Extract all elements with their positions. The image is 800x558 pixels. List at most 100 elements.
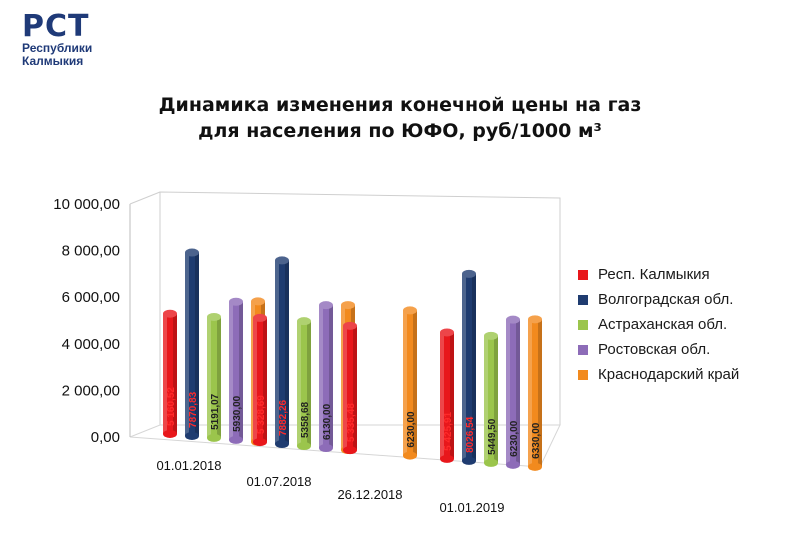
legend-label: Респ. Калмыкия [598, 266, 710, 283]
legend-label: Астраханская обл. [598, 316, 728, 333]
y-tick-label: 4 000,00 [62, 336, 120, 353]
bar-top-cap [253, 313, 267, 322]
bar-highlight [253, 317, 257, 443]
bar-top-cap [275, 256, 289, 265]
legend-label: Волгоградская обл. [598, 291, 734, 308]
bar-highlight [275, 260, 279, 445]
data-label: 5930,00 [232, 395, 243, 432]
bar-highlight [185, 252, 189, 436]
chart-legend: Респ. Калмыкия Волгоградская обл. Астрахан… [578, 262, 739, 387]
data-label: 5 328,69 [256, 395, 267, 434]
bar-highlight [403, 310, 407, 456]
legend-label: Ростовская обл. [598, 341, 711, 358]
legend-item: Астраханская обл. [578, 312, 739, 337]
legend-swatch [578, 269, 588, 280]
bar-highlight [506, 319, 510, 465]
legend-swatch [578, 369, 588, 380]
bar-shadow [329, 305, 333, 449]
bar-shadow [239, 301, 243, 440]
bar-top-cap [341, 301, 355, 310]
bar-top-cap [185, 248, 199, 257]
data-label: 6330,00 [531, 422, 542, 459]
bar-highlight [528, 319, 532, 467]
chart-floor [129, 424, 561, 468]
bar-base-cap [403, 451, 417, 460]
bar-base-cap [319, 444, 333, 453]
x-category-label: 01.01.2018 [156, 458, 221, 473]
data-label: 6130,00 [322, 403, 333, 440]
bar-base-cap [440, 454, 454, 463]
y-tick-label: 6 000,00 [62, 289, 120, 306]
bar-highlight [343, 325, 347, 451]
logo-line-1: Республики [22, 41, 93, 55]
x-category-label: 01.07.2018 [246, 474, 311, 489]
chart-title-line-2: для населения по ЮФО, руб/1000 м³ [198, 120, 602, 142]
data-label: 5449,50 [487, 418, 498, 455]
bar-shadow [450, 332, 454, 459]
bar-base-cap [506, 460, 520, 469]
bar-top-cap [229, 297, 243, 306]
y-axis-depth-line [129, 191, 161, 205]
bar-shadow [494, 335, 498, 463]
bar-top-cap [297, 317, 311, 326]
bar-base-cap [253, 438, 267, 447]
x-category-label: 01.01.2019 [439, 500, 504, 515]
bar-shadow [516, 319, 520, 465]
bar-highlight [297, 321, 301, 447]
bar-base-cap [207, 433, 221, 442]
bar-highlight [484, 335, 488, 463]
bar-base-cap [163, 429, 177, 438]
bar-highlight [440, 332, 444, 459]
bar-top-cap [207, 312, 221, 321]
data-label: 7882,26 [278, 399, 289, 436]
logo-line-2: Калмыкия [22, 54, 84, 68]
bar-base-cap [484, 458, 498, 467]
bar-top-cap [506, 315, 520, 324]
data-label: 5 335,48 [346, 403, 357, 442]
logo-main-text: РСТ [22, 9, 90, 44]
bar-base-cap [462, 456, 476, 465]
data-label: 6230,00 [509, 420, 520, 457]
y-tick-label: 8 000,00 [62, 243, 120, 260]
legend-label: Краснодарский край [598, 366, 740, 383]
bar-base-cap [297, 442, 311, 451]
bar-shadow [353, 325, 357, 451]
bar-highlight [319, 305, 323, 449]
bar-shadow [538, 319, 542, 467]
bar-base-cap [343, 446, 357, 455]
bar-top-cap [528, 315, 542, 324]
y-tick-label: 10 000,00 [53, 196, 120, 213]
bar-shadow [173, 313, 177, 434]
legend-item: Краснодарский край [578, 362, 739, 387]
legend-swatch [578, 319, 588, 330]
bar-shadow [307, 321, 311, 447]
bar-shadow [413, 310, 417, 456]
y-tick-label: 2 000,00 [62, 382, 120, 399]
bar-highlight [163, 313, 167, 434]
legend-item: Ростовская обл. [578, 337, 739, 362]
bar-shadow [472, 273, 476, 461]
legend-item: Волгоградская обл. [578, 287, 739, 312]
bar-highlight [462, 273, 466, 461]
bar-top-cap [403, 306, 417, 315]
bar-base-cap [185, 431, 199, 440]
bar-top-cap [319, 301, 333, 310]
bar-top-cap [343, 321, 357, 330]
data-label: 5191,07 [210, 393, 221, 430]
chart-title: Динамика изменения конечной цены на газ … [0, 92, 800, 144]
x-category-label: 26.12.2018 [337, 487, 402, 502]
bar-top-cap [462, 269, 476, 278]
bar-top-cap [251, 297, 265, 306]
bar-highlight [229, 301, 233, 440]
y-tick-label: 0,00 [91, 429, 120, 446]
bar-base-cap [528, 462, 542, 471]
bar-base-cap [275, 440, 289, 449]
data-label: 7870,83 [188, 391, 199, 428]
data-label: 5 160,52 [166, 387, 177, 426]
bar-shadow [217, 316, 221, 438]
data-label: 5 425,91 [443, 412, 454, 451]
bar-base-cap [229, 435, 243, 444]
legend-item: Респ. Калмыкия [578, 262, 739, 287]
data-label: 8026,54 [465, 416, 476, 453]
